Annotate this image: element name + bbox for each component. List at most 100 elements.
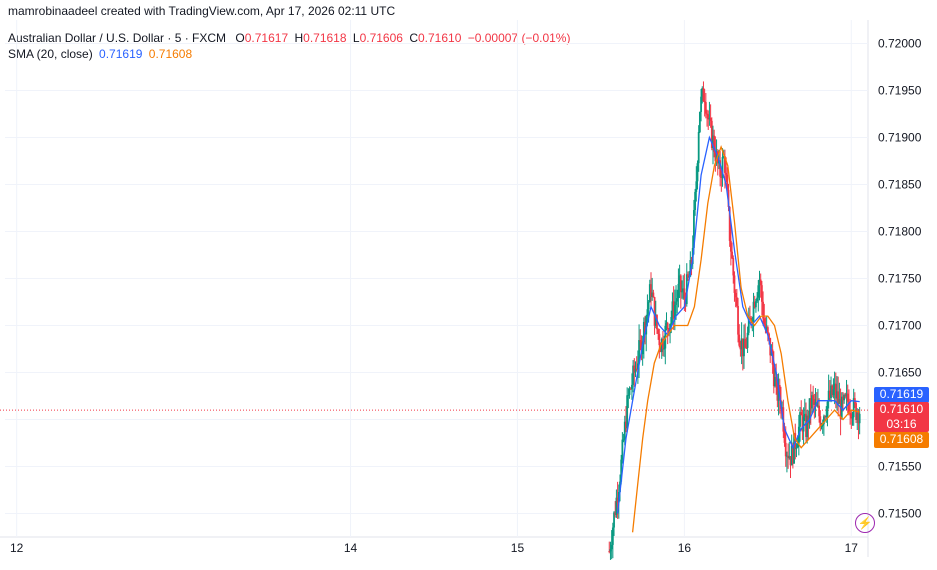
lightning-icon[interactable]: ⚡ (855, 513, 875, 533)
low-label: L (352, 31, 360, 45)
candle-body (640, 340, 643, 355)
candle-body (622, 439, 625, 441)
symbol-legend[interactable]: Australian Dollar / U.S. Dollar · 5 · FX… (8, 31, 570, 45)
candle-body (783, 431, 786, 443)
candle-body (826, 401, 829, 417)
candle-body (740, 338, 743, 350)
candle-body (633, 365, 636, 373)
candle-body (712, 135, 714, 148)
candle-body (703, 101, 706, 103)
candle-body (857, 412, 860, 424)
candle-body (763, 318, 766, 325)
sma-fast-line (616, 135, 860, 514)
candle-body (837, 391, 840, 405)
candle-body (811, 395, 813, 409)
candle-body (737, 306, 739, 335)
candle-body (820, 425, 823, 427)
candle-body (620, 459, 623, 482)
candle-body (609, 549, 612, 552)
candle-body (822, 416, 825, 425)
candle-body (702, 88, 705, 102)
candle-body (844, 395, 847, 397)
indicator-legend[interactable]: SMA (20, close) 0.71619 0.71608 (8, 47, 192, 61)
candle-body (745, 347, 748, 349)
candle-body (652, 292, 655, 298)
candle-body (641, 342, 644, 355)
candle-body (625, 421, 627, 429)
candle-body (709, 117, 712, 121)
sma-label[interactable]: SMA (20, close) (8, 47, 93, 61)
candle-body (793, 433, 795, 464)
candle-body (856, 412, 859, 421)
candle-body (795, 447, 798, 450)
candle-body (825, 416, 828, 418)
candle-body (697, 131, 700, 164)
candle-body (658, 333, 661, 346)
candle-body (704, 102, 707, 114)
candle-body (733, 275, 736, 293)
candle-body (660, 339, 663, 353)
candle-body (671, 301, 674, 318)
last-price-tag: 0.71610 03:16 (874, 402, 929, 432)
candle-body (830, 385, 832, 398)
candle-body (843, 395, 846, 401)
candle-body (788, 456, 791, 459)
candle-body (765, 327, 768, 330)
candle-body (670, 317, 673, 324)
candle-body (836, 391, 838, 399)
close-label: C (409, 31, 418, 45)
candle-body (772, 364, 775, 387)
candle-body (739, 345, 742, 350)
candle-body (648, 284, 651, 303)
candle-body (813, 398, 816, 405)
sma-slow-line (631, 144, 860, 533)
candle-body (762, 301, 764, 319)
candle-body (653, 297, 656, 326)
candle-body (786, 455, 788, 457)
candle-body (744, 338, 747, 348)
candle-body (673, 304, 676, 319)
chart-marks (0, 81, 868, 560)
y-tick-label: 0.71650 (878, 366, 922, 380)
candle-body (796, 443, 799, 448)
x-tick-label: 14 (344, 541, 358, 555)
time-axis: 12 14 15 16 17 (10, 541, 858, 555)
candle-body (839, 399, 842, 419)
chart-grid (0, 20, 869, 557)
candle-body (824, 416, 826, 418)
candle-body (756, 297, 759, 302)
bar-countdown: 03:16 (886, 417, 917, 431)
candle-body (759, 279, 762, 286)
open-value: 0.71617 (244, 31, 289, 45)
candle-body (638, 340, 640, 364)
candle-body (831, 385, 834, 396)
candle-body (676, 298, 679, 302)
y-tick-label: 0.72000 (878, 37, 922, 51)
candle-body (665, 323, 668, 326)
candle-body (814, 402, 817, 405)
candle-body (722, 156, 725, 158)
candle-body (812, 395, 815, 399)
y-tick-label: 0.71750 (878, 272, 922, 286)
candle-body (732, 258, 735, 276)
symbol-name[interactable]: Australian Dollar / U.S. Dollar · 5 · FX… (8, 31, 227, 45)
candle-body (846, 393, 849, 402)
candle-body (809, 398, 812, 409)
candle-body (696, 163, 699, 182)
candle-body (819, 416, 822, 427)
change-value: −0.00007 (−0.01%) (467, 31, 571, 45)
candle-body (845, 393, 848, 397)
candle-body (663, 348, 666, 350)
candle-body (805, 413, 807, 437)
high-label: H (294, 31, 304, 45)
candle-body (662, 339, 664, 350)
candle-body (659, 345, 662, 353)
candle-body (787, 455, 790, 459)
y-tick-label: 0.71500 (878, 507, 922, 521)
candle-body (764, 324, 767, 330)
candle-body (672, 301, 675, 319)
candle-body (851, 417, 854, 419)
candle-body (838, 399, 841, 405)
sma-value-slow: 0.71608 (148, 47, 193, 61)
